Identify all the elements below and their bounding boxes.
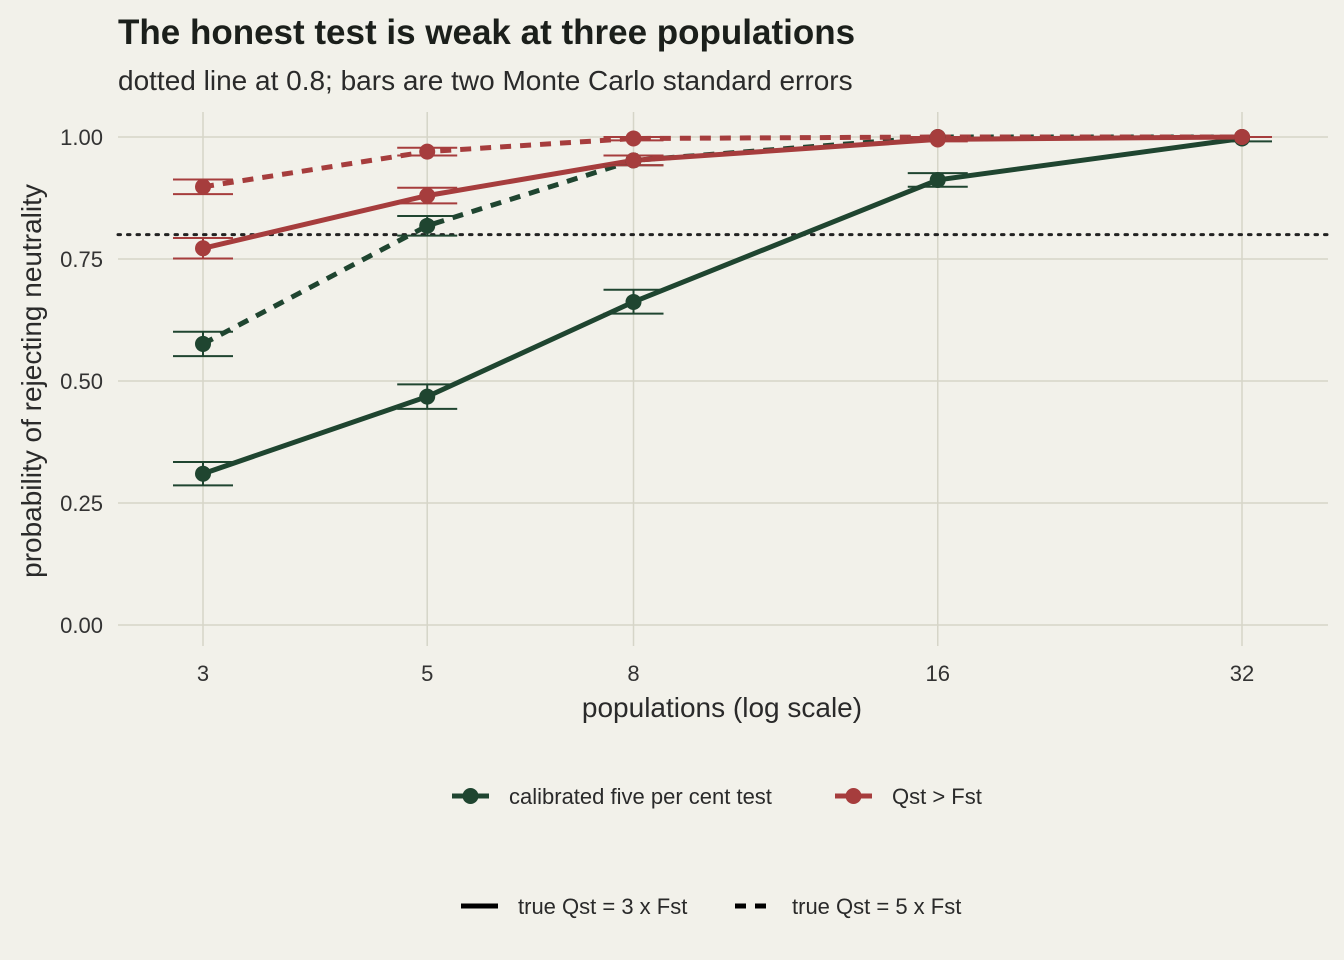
x-axis-title: populations (log scale) (582, 692, 862, 723)
x-tick-label: 32 (1230, 661, 1254, 686)
data-point-qst-fst-solid (625, 152, 642, 169)
y-tick-label: 0.00 (60, 613, 103, 638)
series-line-qst-fst-solid (202, 134, 1243, 251)
data-point-calibrated-five-per-cent-test-solid (419, 388, 436, 405)
data-point-qst-fst-dashed (625, 130, 642, 147)
y-axis-title: probability of rejecting neutrality (16, 184, 47, 578)
data-point-calibrated-five-per-cent-test-solid (625, 293, 642, 310)
data-point-qst-fst-dashed (1234, 129, 1250, 145)
y-tick-label: 0.75 (60, 247, 103, 272)
series-line-calibrated-five-per-cent-test-dashed (201, 134, 1242, 347)
legend-key-point (845, 788, 862, 804)
legend-label: true Qst = 5 x Fst (792, 894, 961, 919)
data-point-calibrated-five-per-cent-test-solid (929, 171, 946, 188)
data-point-qst-fst-solid (419, 187, 436, 204)
x-tick-label: 5 (421, 661, 433, 686)
legend-item-true-qst-3-x-fst: true Qst = 3 x Fst (461, 894, 687, 919)
axis-ticks: 0.00 0.25 0.50 0.75 1.00 3 5 8 16 32 (60, 125, 1254, 686)
chart-subtitle: dotted line at 0.8; bars are two Monte C… (118, 65, 853, 96)
x-tick-label: 8 (627, 661, 639, 686)
x-tick-label: 16 (926, 661, 950, 686)
data-point-qst-fst-solid (195, 240, 211, 257)
series-line-calibrated-five-per-cent-test-solid (202, 136, 1243, 477)
y-tick-label: 0.50 (60, 369, 103, 394)
legend-item-calibrated-five-per-cent-test: calibrated five per cent test (452, 784, 772, 809)
data-point-calibrated-five-per-cent-test-dashed (195, 335, 211, 352)
legend-linetype: true Qst = 3 x Fst true Qst = 5 x Fst (461, 894, 961, 919)
data-point-qst-fst-dashed (195, 178, 211, 195)
legend-color: calibrated five per cent test Qst > Fst (452, 784, 982, 809)
data-point-calibrated-five-per-cent-test-solid (195, 465, 211, 482)
legend-item-true-qst-5-x-fst: true Qst = 5 x Fst (735, 894, 961, 919)
data-point-qst-fst-dashed (929, 129, 946, 145)
error-bars (173, 136, 1272, 487)
data-point-calibrated-five-per-cent-test-dashed (419, 217, 436, 234)
grid (118, 112, 1328, 646)
legend-label: Qst > Fst (892, 784, 982, 809)
legend-label: calibrated five per cent test (509, 784, 772, 809)
chart-title: The honest test is weak at three populat… (118, 13, 855, 52)
legend-item-qst-fst: Qst > Fst (835, 784, 982, 809)
y-tick-label: 1.00 (60, 125, 103, 150)
legend-key-point (462, 788, 479, 804)
series-group (173, 129, 1272, 487)
series-lines (201, 134, 1243, 477)
legend-label: true Qst = 3 x Fst (518, 894, 687, 919)
x-tick-label: 3 (197, 661, 209, 686)
series-points (195, 129, 1250, 482)
y-tick-label: 0.25 (60, 491, 103, 516)
data-point-qst-fst-dashed (419, 143, 436, 160)
